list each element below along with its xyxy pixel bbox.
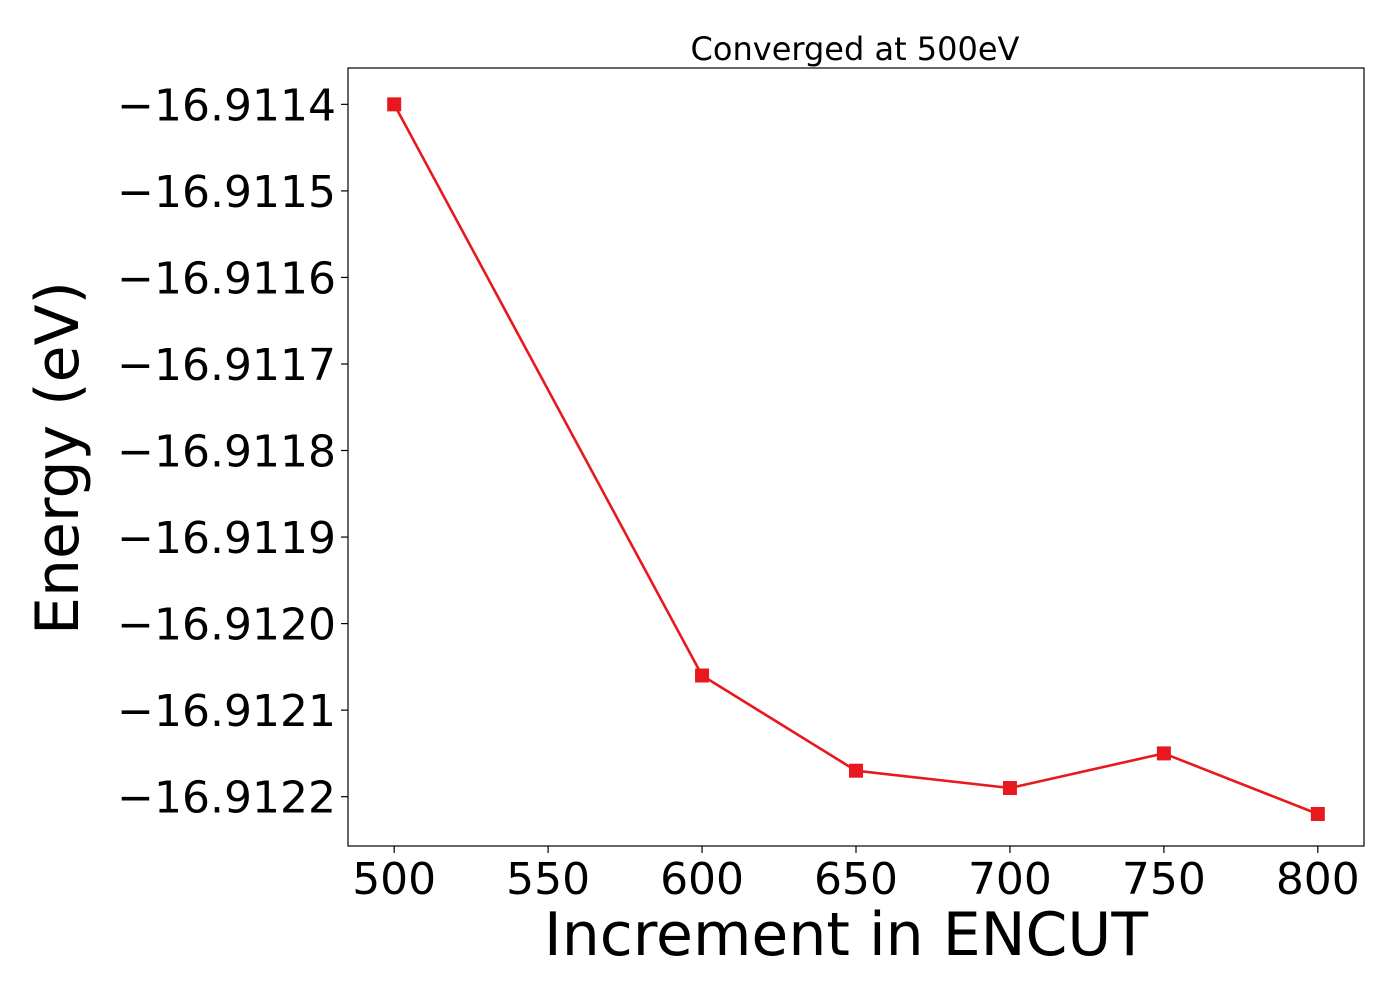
plot-frame [347, 67, 1365, 847]
x-tick-label: 700 [968, 854, 1052, 905]
x-tick-label: 800 [1276, 854, 1360, 905]
data-point-marker [1002, 781, 1017, 796]
x-tick-label: 750 [1122, 854, 1206, 905]
data-point-marker [849, 763, 863, 778]
series-line [393, 103, 1319, 816]
y-tick-label: −16.9121 [117, 686, 336, 737]
x-tick-label: 550 [506, 854, 590, 905]
x-axis-label: Increment in ENCUT [544, 900, 1148, 970]
data-point-marker [387, 97, 402, 112]
x-tick-label: 600 [660, 854, 744, 905]
y-tick-label: −16.9115 [117, 167, 336, 218]
y-axis-label: Energy (eV) [23, 281, 93, 635]
series-layer [387, 97, 1325, 821]
y-tick-label: −16.9114 [117, 80, 336, 131]
data-point-marker [695, 668, 710, 683]
y-tick-label: −16.9119 [117, 513, 336, 564]
chart-title: Converged at 500eV [691, 30, 1020, 68]
x-axis-ticks: 500 550 600 650 700 750 800 [352, 846, 1360, 905]
x-tick-label: 650 [814, 854, 898, 905]
data-point-marker [1156, 746, 1171, 761]
y-tick-label: −16.9118 [117, 427, 336, 478]
x-tick-label: 500 [352, 854, 436, 905]
y-tick-label: −16.9120 [117, 600, 336, 651]
data-point-marker [1310, 806, 1325, 821]
y-axis-ticks: −16.9114 −16.9115 −16.9116 −16.9117 −16.9118… [117, 80, 348, 824]
y-tick-label: −16.9122 [117, 773, 336, 824]
y-tick-label: −16.9117 [117, 340, 336, 391]
y-tick-label: −16.9116 [117, 253, 336, 304]
